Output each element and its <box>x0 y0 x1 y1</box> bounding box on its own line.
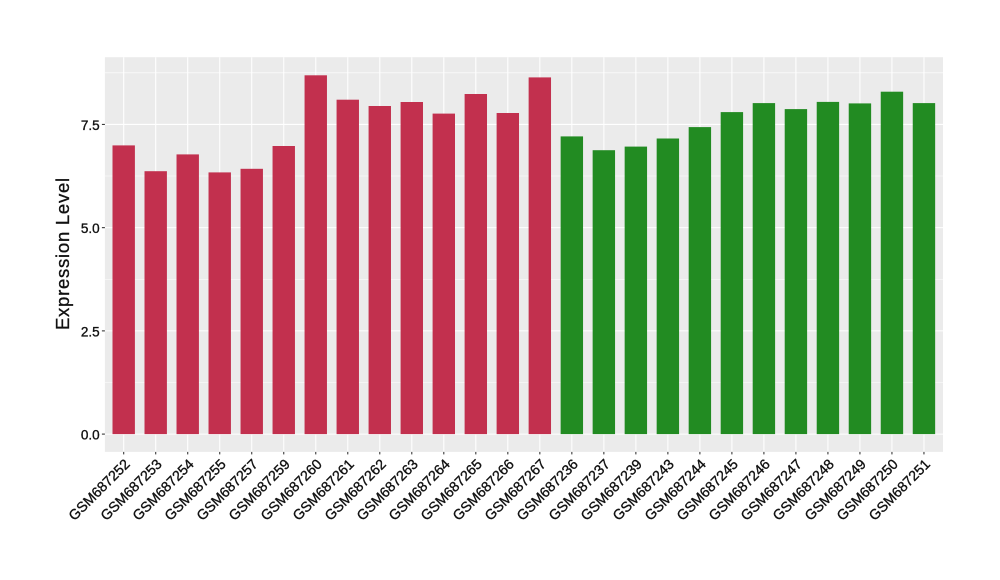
svg-text:2.5: 2.5 <box>81 324 100 339</box>
svg-text:5.0: 5.0 <box>81 221 100 236</box>
svg-text:7.5: 7.5 <box>81 118 100 133</box>
svg-text:0.0: 0.0 <box>81 428 100 443</box>
svg-text:Expression Level: Expression Level <box>52 177 73 330</box>
